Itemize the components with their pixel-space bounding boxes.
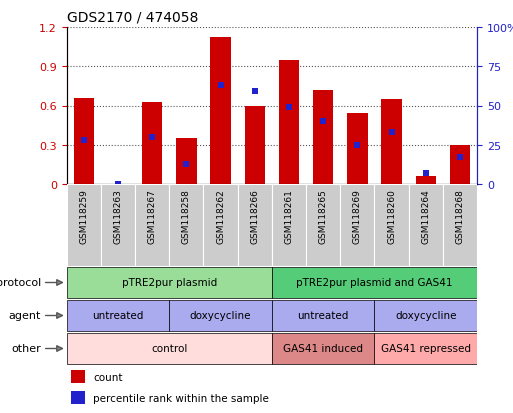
- Bar: [67, 333, 272, 364]
- Point: [80, 138, 88, 144]
- Bar: [67, 267, 272, 299]
- Bar: [101, 185, 135, 266]
- Text: GSM118266: GSM118266: [250, 189, 259, 243]
- Text: pTRE2pur plasmid: pTRE2pur plasmid: [122, 278, 217, 288]
- Bar: [279, 61, 299, 185]
- Text: doxycycline: doxycycline: [395, 311, 457, 321]
- Point: [148, 134, 156, 141]
- Text: GSM118267: GSM118267: [148, 189, 156, 243]
- Text: protocol: protocol: [0, 278, 41, 288]
- Point: [319, 119, 327, 125]
- Text: GSM118269: GSM118269: [353, 189, 362, 243]
- Bar: [210, 38, 231, 185]
- Bar: [204, 185, 238, 266]
- Bar: [135, 185, 169, 266]
- Text: GSM118264: GSM118264: [421, 189, 430, 243]
- Text: pTRE2pur plasmid and GAS41: pTRE2pur plasmid and GAS41: [296, 278, 453, 288]
- Bar: [416, 177, 436, 185]
- Text: GSM118258: GSM118258: [182, 189, 191, 243]
- Bar: [176, 139, 196, 185]
- Bar: [272, 267, 477, 299]
- Bar: [142, 102, 163, 185]
- Text: GAS41 induced: GAS41 induced: [283, 344, 363, 354]
- Bar: [381, 100, 402, 185]
- Bar: [169, 300, 272, 332]
- Bar: [347, 114, 368, 185]
- Text: count: count: [93, 372, 123, 382]
- Point: [114, 181, 122, 188]
- Text: GSM118268: GSM118268: [456, 189, 464, 243]
- Text: GSM118259: GSM118259: [80, 189, 88, 243]
- Point: [353, 142, 362, 149]
- Bar: [450, 145, 470, 185]
- Point: [387, 130, 396, 136]
- Bar: [238, 185, 272, 266]
- Bar: [272, 185, 306, 266]
- Point: [251, 89, 259, 95]
- Bar: [374, 185, 409, 266]
- Bar: [71, 391, 85, 404]
- Bar: [67, 185, 101, 266]
- Point: [216, 83, 225, 89]
- Bar: [73, 98, 94, 185]
- Bar: [443, 185, 477, 266]
- Bar: [169, 185, 204, 266]
- Bar: [67, 300, 169, 332]
- Point: [456, 154, 464, 161]
- Bar: [340, 185, 374, 266]
- Text: doxycycline: doxycycline: [190, 311, 251, 321]
- Bar: [71, 370, 85, 383]
- Text: control: control: [151, 344, 187, 354]
- Bar: [409, 185, 443, 266]
- Bar: [306, 185, 340, 266]
- Point: [182, 161, 190, 168]
- Text: untreated: untreated: [298, 311, 349, 321]
- Point: [285, 104, 293, 111]
- Text: GSM118260: GSM118260: [387, 189, 396, 243]
- Bar: [374, 300, 477, 332]
- Text: untreated: untreated: [92, 311, 144, 321]
- Text: GSM118263: GSM118263: [113, 189, 123, 243]
- Bar: [272, 333, 374, 364]
- Bar: [313, 90, 333, 185]
- Text: GSM118262: GSM118262: [216, 189, 225, 243]
- Bar: [374, 333, 477, 364]
- Text: percentile rank within the sample: percentile rank within the sample: [93, 393, 269, 403]
- Point: [422, 170, 430, 177]
- Bar: [245, 106, 265, 185]
- Text: agent: agent: [9, 311, 41, 321]
- Text: other: other: [11, 344, 41, 354]
- Text: GAS41 repressed: GAS41 repressed: [381, 344, 471, 354]
- Text: GSM118261: GSM118261: [285, 189, 293, 243]
- Bar: [272, 300, 374, 332]
- Text: GSM118265: GSM118265: [319, 189, 328, 243]
- Text: GDS2170 / 474058: GDS2170 / 474058: [67, 10, 198, 24]
